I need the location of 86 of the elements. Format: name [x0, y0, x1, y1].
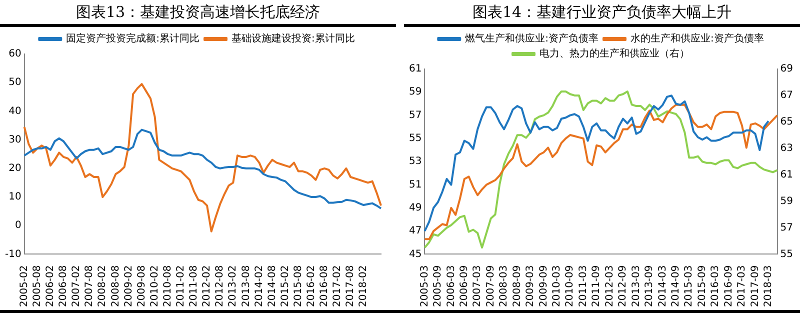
- y-tick-label: 59: [408, 86, 422, 98]
- y-tick-label: 20: [8, 163, 22, 174]
- x-tick-label: 2016-02: [306, 265, 317, 308]
- y2-tick-label: 59: [780, 196, 794, 207]
- y2-tick-label: 69: [780, 64, 794, 75]
- x-tick-label: 2005-08: [32, 265, 43, 308]
- x-tick-label: 2013-02: [228, 265, 239, 308]
- x-tick-label: 2017-02: [332, 265, 344, 308]
- chart-title: 图表14：基建行业资产负债率大幅上升: [404, 0, 800, 27]
- y-tick-label: 51: [408, 179, 422, 190]
- y-tick-label: 55: [408, 133, 422, 144]
- x-tick-label: 2014-08: [266, 265, 278, 308]
- x-tick-label: 2005-02: [18, 265, 30, 308]
- x-tick-label: 2016-03: [710, 265, 722, 308]
- x-tick-label: 2006-03: [446, 265, 457, 308]
- y-tick-label: 30: [8, 134, 22, 146]
- x-tick-label: 2007-03: [472, 265, 484, 308]
- y-tick-label: 60: [8, 48, 22, 60]
- y2-tick-label: 63: [780, 142, 794, 154]
- x-tick-label: 2011-02: [176, 265, 187, 308]
- x-tick-label: 2012-02: [202, 265, 213, 308]
- x-tick-label: 2015-02: [280, 265, 291, 308]
- x-tick-label: 2011-03: [578, 265, 589, 308]
- x-tick-label: 2010-02: [149, 265, 160, 308]
- x-tick-label: 2012-08: [214, 265, 226, 308]
- x-tick-label: 2009-02: [123, 265, 134, 308]
- y-tick-label: 10: [8, 192, 22, 203]
- y-tick-label: 49: [408, 202, 422, 214]
- legend-label: 水的生产和供应业:资产负债率: [630, 32, 764, 45]
- x-tick-label: 2007-08: [84, 265, 96, 308]
- x-tick-label: 2009-09: [538, 265, 550, 308]
- x-tick-label: 2016-08: [319, 265, 330, 308]
- x-tick-label: 2010-03: [552, 265, 563, 308]
- x-tick-label: 2018-03: [763, 265, 774, 308]
- y-tick-label: 0: [14, 220, 22, 232]
- x-tick-label: 2011-09: [591, 265, 602, 308]
- x-tick-label: 2015-08: [292, 265, 304, 308]
- x-tick-label: 2014-02: [254, 265, 265, 308]
- x-tick-label: 2006-02: [45, 265, 56, 308]
- x-tick-label: 2006-09: [458, 265, 470, 308]
- x-tick-label: 2012-09: [618, 265, 629, 308]
- x-tick-label: 2005-03: [419, 265, 430, 308]
- x-tick-label: 2017-09: [750, 265, 761, 308]
- x-tick-label: 2008-02: [97, 265, 108, 308]
- x-tick-label: 2013-03: [630, 265, 642, 308]
- legend-label: 燃气生产和供应业:资产负债率: [465, 32, 599, 45]
- x-tick-label: 2008-08: [110, 265, 122, 308]
- x-tick-label: 2014-03: [657, 265, 668, 308]
- x-tick-label: 2011-08: [188, 265, 200, 308]
- x-tick-label: 2015-09: [696, 265, 708, 308]
- x-tick-label: 2014-09: [670, 265, 682, 308]
- x-tick-label: 2006-08: [58, 265, 70, 308]
- y-tick-label: 50: [8, 77, 22, 88]
- y-tick-label: 40: [8, 106, 22, 117]
- x-tick-label: 2015-03: [684, 265, 695, 308]
- x-tick-label: 2005-09: [432, 265, 444, 308]
- x-tick-label: 2007-02: [71, 265, 82, 308]
- x-tick-label: 2018-02: [358, 265, 370, 308]
- y2-tick-label: 57: [780, 222, 794, 234]
- y2-tick-label: 65: [780, 116, 794, 128]
- x-tick-label: 2013-08: [240, 265, 252, 308]
- y-tick-label: 61: [408, 64, 422, 75]
- legend-label: 电力、热力的生产和供应业（右）: [540, 48, 690, 60]
- x-tick-label: 2013-09: [644, 265, 656, 308]
- y-tick-label: -10: [4, 248, 22, 260]
- y2-tick-label: 61: [780, 169, 794, 180]
- x-tick-label: 2010-09: [564, 265, 576, 308]
- legend-label: 固定资产投资完成额:累计同比: [66, 32, 200, 45]
- x-tick-label: 2017-08: [345, 265, 356, 308]
- x-tick-label: 2012-03: [604, 265, 616, 308]
- y-tick-label: 53: [408, 156, 422, 168]
- y-tick-label: 47: [408, 226, 422, 237]
- x-tick-label: 2009-03: [525, 265, 536, 308]
- x-tick-label: 2017-03: [736, 265, 748, 308]
- legend-label: 基础设施建设投资:累计同比: [232, 32, 355, 45]
- x-tick-label: 2009-08: [136, 265, 148, 308]
- y2-tick-label: 55: [780, 248, 794, 260]
- y-tick-label: 57: [408, 110, 422, 121]
- y-tick-label: 45: [408, 248, 422, 260]
- chart-title: 图表13：基建投资高速增长托底经济: [0, 0, 396, 27]
- x-tick-label: 2010-08: [162, 265, 174, 308]
- x-tick-label: 2008-09: [512, 265, 523, 308]
- y2-tick-label: 67: [780, 90, 794, 102]
- x-tick-label: 2008-03: [498, 265, 510, 308]
- x-tick-label: 2007-09: [485, 265, 496, 308]
- x-tick-label: 2016-09: [723, 265, 734, 308]
